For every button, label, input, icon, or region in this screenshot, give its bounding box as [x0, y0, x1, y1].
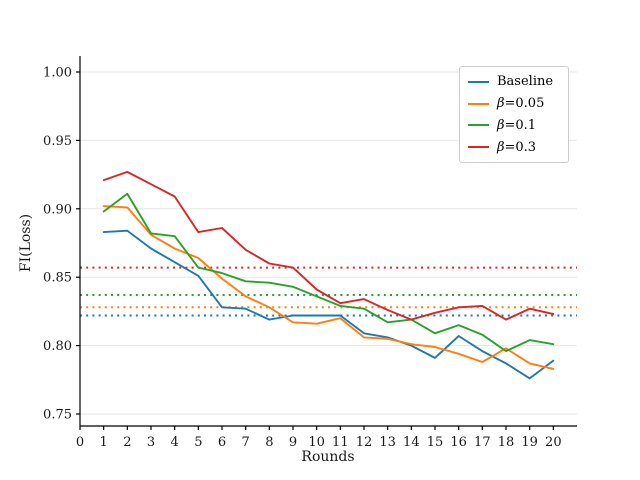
gridlines [80, 71, 577, 415]
x-tick-label: 20 [545, 435, 562, 450]
x-tick-label: 5 [194, 435, 202, 450]
x-tick-label: 1 [100, 435, 108, 450]
x-tick-label: 9 [289, 435, 297, 450]
x-tick-label: 16 [450, 435, 467, 450]
x-tick-label: 17 [474, 435, 491, 450]
x-tick-label: 10 [308, 435, 325, 450]
x-axis-label: Rounds [301, 449, 354, 465]
legend-item: β=0.3 [468, 137, 562, 157]
x-tick-label: 11 [332, 435, 349, 450]
legend-label: Baseline [497, 74, 554, 90]
x-tick-label: 8 [265, 435, 273, 450]
series-line [102, 192, 555, 353]
x-tick-label: 4 [171, 435, 179, 450]
legend-label: β=0.05 [497, 96, 545, 112]
x-tick-label: 12 [356, 435, 373, 450]
y-tick-label: 0.95 [43, 134, 72, 149]
legend-label: β=0.3 [497, 139, 537, 155]
legend-item: Baseline [468, 72, 562, 92]
reference-lines [80, 266, 577, 317]
y-tick-label: 1.00 [43, 66, 72, 81]
x-tick-label: 18 [498, 435, 515, 450]
series-line [102, 205, 555, 370]
legend-item: β=0.05 [468, 94, 562, 114]
y-tick-label: 0.80 [43, 339, 72, 354]
legend-label: β=0.1 [497, 117, 537, 133]
series-line [102, 229, 555, 380]
y-tick-label: 0.85 [43, 271, 72, 286]
x-tick-label: 6 [218, 435, 226, 450]
x-tick-label: 14 [403, 435, 420, 450]
legend-item: β=0.1 [468, 115, 562, 135]
series-lines [102, 170, 555, 380]
series-line [102, 170, 555, 321]
x-tick-label: 3 [147, 435, 155, 450]
legend: Baseline β=0.05 β=0.1 β=0.3 [459, 66, 569, 163]
y-tick-label: 0.90 [43, 202, 72, 217]
x-tick-label: 2 [123, 435, 131, 450]
legend-line-swatch [468, 146, 489, 149]
x-tick-label: 19 [521, 435, 538, 450]
axis-ticks [76, 71, 554, 430]
tick-labels: 0.750.800.850.900.951.000 1 2 3 4 5 6 7 8 9 10 11 12… [43, 66, 562, 451]
y-tick-label: 0.75 [43, 408, 72, 423]
x-tick-label: 7 [242, 435, 250, 450]
x-tick-label: 0 [76, 435, 84, 450]
legend-line-swatch [468, 124, 489, 127]
legend-line-swatch [468, 80, 489, 83]
x-tick-label: 15 [427, 435, 444, 450]
axes-spines [79, 56, 577, 427]
x-tick-label: 13 [379, 435, 396, 450]
y-axis-label: FI(Loss) [18, 214, 34, 272]
legend-line-swatch [468, 102, 489, 105]
